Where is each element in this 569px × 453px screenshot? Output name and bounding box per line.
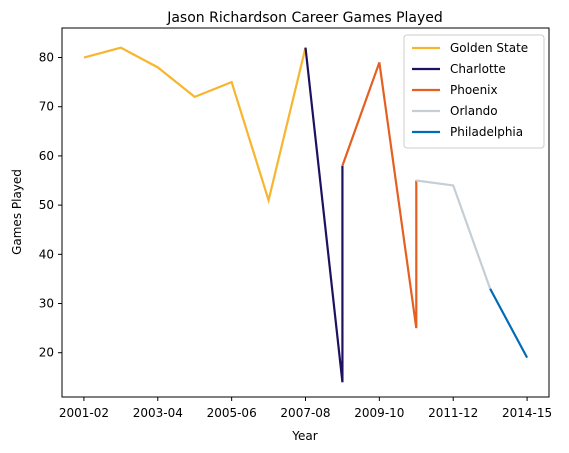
x-tick-label: 2009-10 bbox=[354, 406, 404, 420]
y-axis-label: Games Played bbox=[10, 169, 24, 255]
x-tick-label: 2005-06 bbox=[207, 406, 257, 420]
x-ticks: 2001-02 2003-04 2005-06 2007-08 2009-10 2011-… bbox=[59, 397, 552, 420]
y-tick-label: 40 bbox=[39, 247, 54, 261]
x-tick-label: 2014-15 bbox=[502, 406, 552, 420]
x-tick-label: 2011-12 bbox=[428, 406, 478, 420]
legend: Golden State Charlotte Phoenix Orlando Phila… bbox=[403, 34, 545, 149]
x-axis-label: Year bbox=[291, 429, 317, 443]
legend-box bbox=[403, 34, 545, 149]
series-line-phoenix bbox=[341, 62, 418, 329]
y-tick-label: 20 bbox=[39, 346, 54, 360]
y-ticks: 20 30 40 50 60 70 80 bbox=[39, 51, 62, 360]
legend-label: Orlando bbox=[450, 104, 498, 118]
series-line-golden-state bbox=[83, 46, 307, 205]
series-line-charlotte bbox=[304, 47, 344, 383]
series-line-orlando bbox=[416, 179, 492, 290]
y-tick-label: 80 bbox=[39, 51, 54, 65]
y-tick-label: 50 bbox=[39, 198, 54, 212]
legend-label: Golden State bbox=[450, 41, 528, 55]
x-tick-label: 2003-04 bbox=[133, 406, 183, 420]
legend-label: Phoenix bbox=[450, 83, 498, 97]
series-layer bbox=[83, 46, 529, 383]
x-tick-label: 2007-08 bbox=[280, 406, 330, 420]
y-tick-label: 30 bbox=[39, 297, 54, 311]
legend-label: Philadelphia bbox=[450, 125, 523, 139]
series-line-philadelphia bbox=[489, 288, 529, 359]
y-tick-label: 70 bbox=[39, 100, 54, 114]
x-tick-label: 2001-02 bbox=[59, 406, 109, 420]
legend-label: Charlotte bbox=[450, 62, 506, 76]
y-tick-label: 60 bbox=[39, 149, 54, 163]
chart-title: Jason Richardson Career Games Played bbox=[166, 10, 443, 26]
